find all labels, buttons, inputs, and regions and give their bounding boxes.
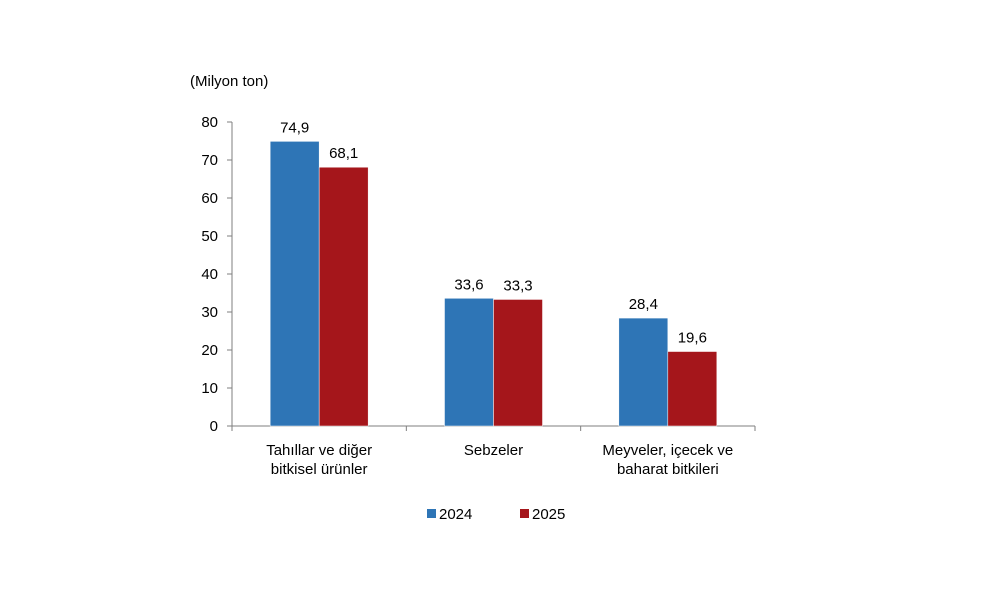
data-label: 28,4 xyxy=(629,296,658,313)
data-label: 19,6 xyxy=(678,330,707,347)
data-label: 74,9 xyxy=(280,119,309,136)
bar-2025 xyxy=(493,299,543,427)
y-axis: 0 10 20 30 40 50 60 70 80 xyxy=(201,114,233,435)
data-label: 33,6 xyxy=(454,276,483,293)
x-category-label: baharat bitkileri xyxy=(617,461,719,478)
y-tick-label: 80 xyxy=(201,114,218,131)
legend-swatch-2025 xyxy=(520,509,529,518)
bar-2024 xyxy=(618,317,669,427)
legend-swatch-2024 xyxy=(427,509,436,518)
legend: 2024 2025 xyxy=(427,506,565,523)
x-axis: Tahıllar ve diğer bitkisel ürünler Sebzele… xyxy=(231,425,756,478)
x-category-label: Tahıllar ve diğer xyxy=(266,442,372,459)
bar-2024 xyxy=(269,141,320,427)
x-category-label: bitkisel ürünler xyxy=(271,461,368,478)
y-tick-label: 70 xyxy=(201,152,218,169)
y-tick-label: 20 xyxy=(201,342,218,359)
legend-label: 2025 xyxy=(532,506,565,523)
bar-2024 xyxy=(444,298,494,427)
data-label: 68,1 xyxy=(329,145,358,162)
bars: 74,9 33,6 28,4 68,1 33,3 19,6 xyxy=(269,119,718,427)
y-tick-label: 0 xyxy=(210,418,218,435)
data-label: 33,3 xyxy=(503,277,532,294)
y-tick-label: 50 xyxy=(201,228,218,245)
y-tick-label: 30 xyxy=(201,304,218,321)
bar-2025 xyxy=(667,351,718,427)
x-category-label: Sebzeler xyxy=(464,442,523,459)
y-tick-label: 40 xyxy=(201,266,218,283)
y-tick-label: 60 xyxy=(201,190,218,207)
y-tick-label: 10 xyxy=(201,380,218,397)
y-axis-unit-label: (Milyon ton) xyxy=(190,73,268,90)
bar-2025 xyxy=(318,166,369,427)
legend-label: 2024 xyxy=(439,506,472,523)
x-category-label: Meyveler, içecek ve xyxy=(602,442,733,459)
